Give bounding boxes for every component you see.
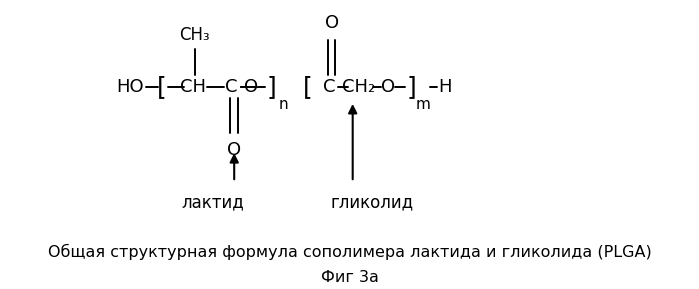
Text: гликолид: гликолид [330,193,413,211]
Text: Общая структурная формула сополимера лактида и гликолида (PLGA): Общая структурная формула сополимера лак… [48,243,651,260]
Text: [: [ [303,75,313,99]
Text: C: C [323,78,336,96]
Text: O: O [381,78,395,96]
Text: m: m [416,97,431,112]
Text: O: O [244,78,258,96]
Text: CH₂: CH₂ [343,78,375,96]
Text: HO: HO [116,78,143,96]
Text: Фиг 3а: Фиг 3а [321,270,378,285]
Text: O: O [227,141,241,159]
Text: [: [ [157,75,166,99]
Text: ]: ] [267,75,277,99]
Text: CH₃: CH₃ [180,26,210,44]
Text: лактид: лактид [181,193,244,211]
Text: H: H [438,78,452,96]
Text: n: n [279,97,289,112]
Text: C: C [225,78,238,96]
Text: CH: CH [180,78,206,96]
Text: ]: ] [406,75,416,99]
Text: O: O [324,14,339,32]
